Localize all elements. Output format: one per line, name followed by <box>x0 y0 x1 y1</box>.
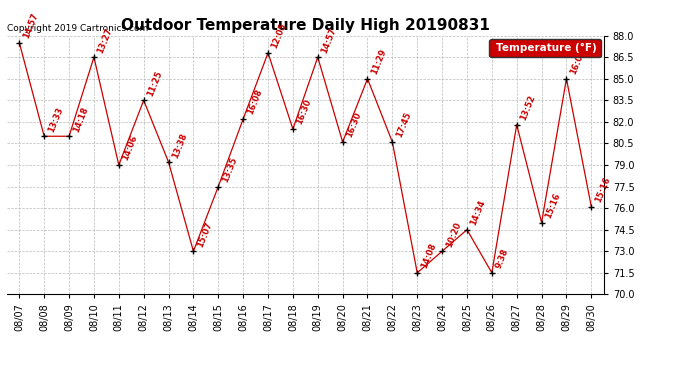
Text: 14:57: 14:57 <box>319 26 338 54</box>
Text: 16:08: 16:08 <box>245 88 264 116</box>
Text: 11:29: 11:29 <box>369 48 388 76</box>
Text: 14:34: 14:34 <box>469 199 487 227</box>
Title: Outdoor Temperature Daily High 20190831: Outdoor Temperature Daily High 20190831 <box>121 18 490 33</box>
Text: 13:52: 13:52 <box>519 94 537 122</box>
Text: 17:45: 17:45 <box>395 111 413 139</box>
Text: 15:16: 15:16 <box>593 176 612 204</box>
Text: 16:30: 16:30 <box>344 111 363 139</box>
Text: 11:25: 11:25 <box>146 69 164 98</box>
Text: 14:18: 14:18 <box>71 105 90 134</box>
Text: 16:30: 16:30 <box>295 98 313 126</box>
Text: 13:33: 13:33 <box>46 105 64 134</box>
Text: 13:38: 13:38 <box>170 131 189 159</box>
Text: Copyright 2019 Cartronics.com: Copyright 2019 Cartronics.com <box>7 24 148 33</box>
Text: 14:57: 14:57 <box>21 12 40 40</box>
Text: 9:38: 9:38 <box>494 248 510 270</box>
Text: 15:07: 15:07 <box>195 220 214 248</box>
Text: 10:20: 10:20 <box>444 220 462 248</box>
Text: 15:16: 15:16 <box>544 191 562 220</box>
Text: 16:00: 16:00 <box>569 48 586 76</box>
Text: 12:05: 12:05 <box>270 22 288 50</box>
Text: 13:35: 13:35 <box>220 156 239 184</box>
Text: 14:08: 14:08 <box>420 242 437 270</box>
Text: 14:06: 14:06 <box>121 134 139 162</box>
Text: 13:27: 13:27 <box>96 26 115 54</box>
Legend: Temperature (°F): Temperature (°F) <box>489 39 600 57</box>
